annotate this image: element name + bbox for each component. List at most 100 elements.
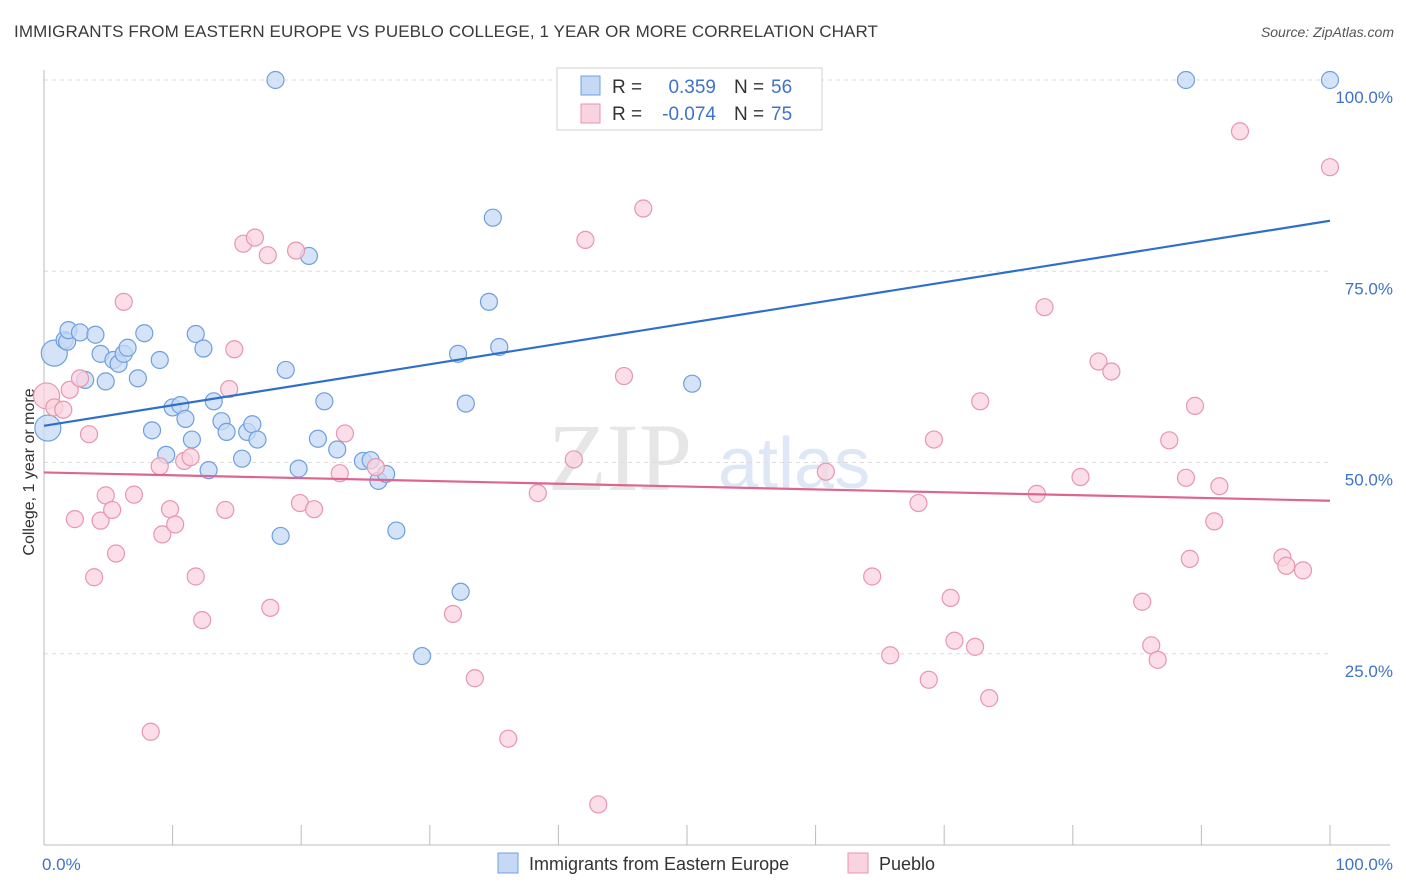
- point-pueblo-17: [160, 500, 180, 519]
- point-pueblo-15: [150, 457, 169, 476]
- point-eastern-europe-15: [135, 324, 154, 343]
- point-pueblo-39: [528, 484, 547, 503]
- point-pueblo-43: [614, 366, 634, 386]
- point-eastern-europe-33: [266, 70, 285, 90]
- x-tick-label-right: 100.0%: [1335, 855, 1393, 874]
- point-eastern-europe-53: [683, 374, 702, 393]
- point-eastern-europe-14: [128, 369, 147, 388]
- point-pueblo-18: [166, 515, 185, 534]
- point-pueblo-22: [193, 610, 212, 630]
- point-pueblo-24: [220, 379, 239, 399]
- y-tick-label-25: 25.0%: [1345, 662, 1393, 681]
- point-pueblo-36: [443, 604, 463, 624]
- point-eastern-europe-5: [70, 323, 90, 342]
- point-pueblo-51: [941, 588, 960, 608]
- point-pueblo-6: [79, 425, 99, 444]
- point-pueblo-59: [1089, 352, 1108, 371]
- point-pueblo-20: [181, 448, 200, 467]
- point-eastern-europe-26: [204, 392, 223, 411]
- y-tick-labels: 25.0% 50.0% 75.0% 100.0%: [1335, 88, 1393, 681]
- bottom-legend: Immigrants from Eastern Europe Pueblo: [497, 852, 935, 874]
- point-pueblo-10: [103, 500, 122, 520]
- point-eastern-europe-55: [1320, 70, 1340, 90]
- point-pueblo-53: [965, 637, 985, 656]
- trendline-eastern-europe: [43, 219, 1331, 427]
- chart-title: IMMIGRANTS FROM EASTERN EUROPE VS PUEBLO…: [14, 22, 879, 41]
- point-pueblo-5: [70, 369, 90, 388]
- point-pueblo-63: [1148, 650, 1167, 669]
- y-axis-label: College, 1 year or more: [21, 388, 38, 555]
- legend-swatch-pueblo: [847, 852, 869, 874]
- stats-r-label-pink: R =: [612, 104, 642, 125]
- stats-n-value-blue: 56: [771, 77, 792, 98]
- point-pueblo-65: [1176, 468, 1196, 487]
- trend-layer: [43, 219, 1331, 502]
- point-pueblo-33: [330, 464, 349, 483]
- point-eastern-europe-24: [194, 339, 213, 358]
- point-eastern-europe-22: [182, 430, 201, 449]
- point-pueblo-48: [909, 493, 928, 513]
- point-eastern-europe-45: [387, 521, 406, 540]
- grid-layer: [44, 79, 1330, 655]
- x-tick-label-left: 0.0%: [42, 855, 81, 874]
- point-eastern-europe-50: [479, 292, 499, 311]
- y-tick-label-100: 100.0%: [1335, 88, 1393, 107]
- point-pueblo-50: [924, 430, 944, 449]
- point-eastern-europe-0: [34, 414, 62, 442]
- point-pueblo-29: [261, 598, 280, 617]
- point-pueblo-54: [971, 392, 990, 411]
- point-pueblo-44: [634, 199, 653, 218]
- point-pueblo-55: [980, 689, 999, 708]
- source-label: Source: ZipAtlas.com: [1260, 24, 1394, 40]
- point-eastern-europe-36: [289, 459, 308, 478]
- point-pueblo-8: [91, 511, 110, 530]
- point-pueblo-72: [1277, 556, 1296, 575]
- point-pueblo-7: [85, 568, 104, 587]
- point-eastern-europe-52: [490, 337, 509, 357]
- point-pueblo-4: [65, 510, 84, 529]
- point-pueblo-52: [945, 631, 964, 650]
- point-pueblo-27: [245, 228, 265, 247]
- point-pueblo-49: [919, 670, 938, 689]
- point-pueblo-61: [1133, 592, 1152, 611]
- point-eastern-europe-39: [315, 392, 334, 411]
- point-eastern-europe-25: [199, 461, 218, 480]
- stats-n-label-blue: N =: [734, 77, 764, 98]
- point-eastern-europe-7: [86, 325, 105, 344]
- stats-legend-swatch-blue: [580, 75, 601, 96]
- point-pueblo-25: [225, 340, 244, 359]
- point-pueblo-2: [54, 400, 73, 419]
- point-eastern-europe-9: [96, 372, 115, 391]
- point-eastern-europe-40: [328, 440, 347, 459]
- point-pueblo-64: [1160, 431, 1179, 450]
- point-pueblo-3: [60, 380, 79, 399]
- stats-r-label-blue: R =: [612, 77, 642, 98]
- point-eastern-europe-49: [456, 394, 475, 413]
- point-eastern-europe-17: [150, 350, 169, 370]
- point-pueblo-11: [106, 544, 126, 563]
- point-pueblo-12: [114, 292, 133, 311]
- point-pueblo-34: [335, 424, 355, 443]
- point-eastern-europe-29: [232, 449, 252, 468]
- point-pueblo-57: [1035, 298, 1054, 317]
- point-pueblo-37: [465, 669, 484, 688]
- point-eastern-europe-16: [142, 421, 162, 440]
- point-pueblo-16: [153, 525, 172, 544]
- legend-swatch-eastern-europe: [497, 852, 519, 874]
- stats-legend: R = 0.359 N = 56 R = -0.074 N = 75: [556, 67, 823, 131]
- stats-legend-swatch-pink: [580, 103, 601, 124]
- point-pueblo-14: [141, 722, 160, 741]
- point-eastern-europe-35: [276, 360, 295, 380]
- point-pueblo-41: [576, 230, 595, 249]
- point-pueblo-35: [366, 457, 385, 477]
- point-pueblo-67: [1185, 396, 1205, 415]
- y-tick-label-75: 75.0%: [1345, 279, 1393, 298]
- point-pueblo-32: [304, 500, 324, 519]
- legend-label-pueblo: Pueblo: [879, 854, 935, 874]
- point-pueblo-60: [1102, 362, 1121, 381]
- point-eastern-europe-13: [118, 338, 137, 357]
- point-pueblo-28: [258, 246, 277, 265]
- y-tick-label-50: 50.0%: [1345, 471, 1393, 490]
- point-eastern-europe-28: [217, 422, 236, 441]
